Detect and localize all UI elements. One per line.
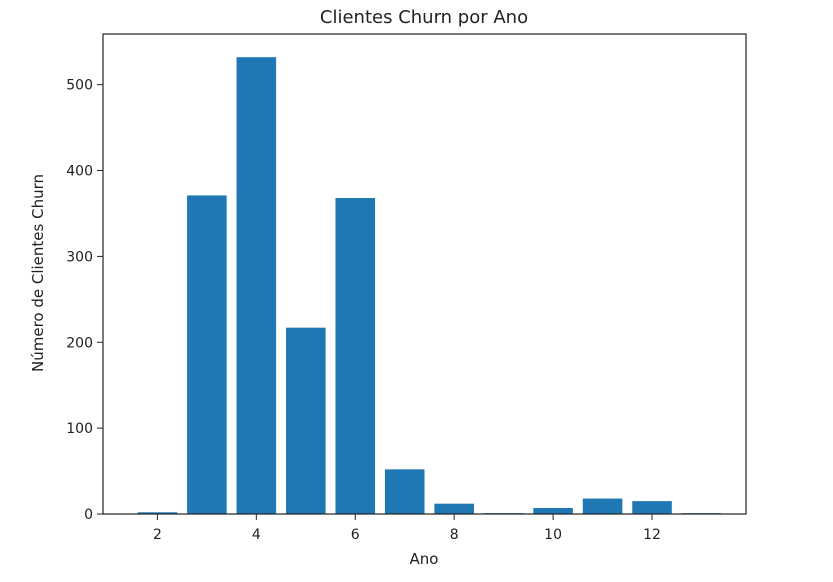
bar-11 — [582, 498, 623, 514]
bar-10 — [533, 507, 573, 514]
bar-2 — [137, 512, 178, 514]
y-tick-label-100: 100 — [66, 421, 93, 437]
x-tick-label-8: 8 — [450, 527, 459, 543]
bar-7 — [384, 469, 425, 514]
y-tick-label-500: 500 — [66, 78, 93, 94]
x-tick-label-10: 10 — [544, 527, 562, 543]
bars-layer — [137, 57, 722, 515]
x-ticks-layer: 2 4 6 8 10 12 — [153, 514, 661, 543]
bar-5 — [286, 327, 326, 514]
x-axis-label: Ano — [410, 550, 439, 568]
bar-8 — [434, 503, 474, 514]
y-tick-label-200: 200 — [66, 335, 93, 351]
y-tick-label-300: 300 — [66, 249, 93, 265]
x-tick-label-2: 2 — [153, 527, 162, 543]
y-tick-label-0: 0 — [84, 507, 93, 523]
bar-3 — [187, 195, 227, 514]
y-tick-label-400: 400 — [66, 164, 93, 180]
x-tick-label-4: 4 — [252, 527, 261, 543]
bar-12 — [632, 501, 672, 514]
plot-frame — [102, 33, 747, 515]
chart-title: Clientes Churn por Ano — [320, 7, 528, 28]
y-ticks-layer: 0 100 200 300 400 500 — [66, 78, 103, 523]
y-axis-label: Número de Clientes Churn — [29, 174, 47, 372]
bar-4 — [236, 57, 277, 514]
x-tick-label-6: 6 — [351, 527, 360, 543]
x-tick-label-12: 12 — [643, 527, 661, 543]
bar-6 — [335, 198, 376, 515]
